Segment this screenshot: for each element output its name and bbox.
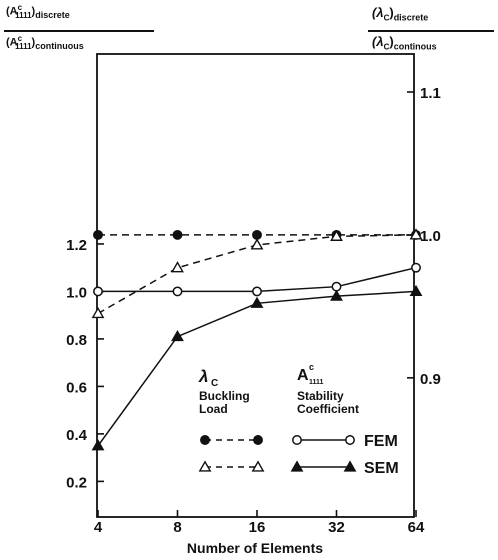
legend-col2-title: A xyxy=(297,367,309,384)
series-point xyxy=(330,289,343,301)
left-tick-label: 1.2 xyxy=(66,237,87,254)
x-axis: 4 8 16 32 64 xyxy=(94,510,425,536)
series-point xyxy=(91,306,105,319)
legend-marker xyxy=(198,460,212,472)
series-point xyxy=(171,261,184,273)
left-axis-title-numerator: (Ac1111)discrete xyxy=(6,3,70,20)
left-axis-title-denominator: (Ac1111)continuous xyxy=(6,34,84,51)
legend-col2-title-sub: 1111 xyxy=(309,379,324,386)
legend-marker xyxy=(200,435,210,445)
series-point xyxy=(91,439,105,451)
series-point xyxy=(171,329,184,342)
plot-frame xyxy=(96,53,415,518)
right-axis: 0.9 1.0 1.1 xyxy=(407,85,441,388)
legend-row-label: FEM xyxy=(364,433,398,450)
right-tick-label: 0.9 xyxy=(420,371,441,388)
right-axis-title-rule xyxy=(368,30,494,32)
right-axis-title-denominator: (λC)continous xyxy=(372,34,437,52)
series-point xyxy=(330,229,343,241)
legend-marker xyxy=(345,435,355,445)
left-axis: 0.2 0.4 0.6 0.8 1.0 1.2 xyxy=(66,237,104,491)
right-axis-title-numerator: (λC)discrete xyxy=(372,5,429,23)
legend-col1-desc: Buckling xyxy=(199,389,250,403)
left-tick-label: 0.2 xyxy=(66,474,87,491)
left-tick-label: 0.6 xyxy=(66,379,87,396)
x-tick-label: 32 xyxy=(328,519,345,536)
legend-marker xyxy=(292,435,302,445)
series-point xyxy=(409,284,423,297)
series-point xyxy=(252,286,262,297)
left-tick-label: 1.0 xyxy=(66,284,87,301)
legend-col2-desc: Stability xyxy=(297,389,344,403)
x-tick-label: 64 xyxy=(408,519,425,536)
series-point xyxy=(409,228,423,240)
legend-row-label: SEM xyxy=(364,460,399,477)
legend-col2-desc: Coefficient xyxy=(297,402,359,416)
plot-series xyxy=(91,228,423,451)
legend-col1-title: λ xyxy=(198,367,208,386)
x-tick-label: 8 xyxy=(173,519,181,536)
series-point xyxy=(250,296,264,308)
x-tick-label: 4 xyxy=(94,519,103,536)
series-point xyxy=(252,229,262,240)
left-tick-label: 0.4 xyxy=(66,427,88,444)
legend-marker xyxy=(290,460,304,472)
legend-col1-title-sub: C xyxy=(211,378,218,389)
series-point xyxy=(172,229,183,240)
series-point xyxy=(93,286,103,297)
legend-marker xyxy=(253,435,263,445)
series-point xyxy=(172,286,183,297)
legend-col2-title-sup: c xyxy=(309,362,314,372)
left-axis-title-rule xyxy=(4,30,154,32)
legend-marker xyxy=(251,460,265,472)
right-tick-label: 1.1 xyxy=(420,85,441,102)
left-tick-label: 0.8 xyxy=(66,332,87,349)
series-point xyxy=(411,262,421,273)
series-point xyxy=(250,238,264,250)
x-axis-title: Number of Elements xyxy=(187,540,323,556)
series-line xyxy=(97,290,417,447)
legend-marker xyxy=(343,460,357,472)
right-tick-label: 1.0 xyxy=(420,228,441,245)
series-point xyxy=(93,229,103,240)
legend-col1-desc: Load xyxy=(199,402,228,416)
x-tick-label: 16 xyxy=(249,519,266,536)
